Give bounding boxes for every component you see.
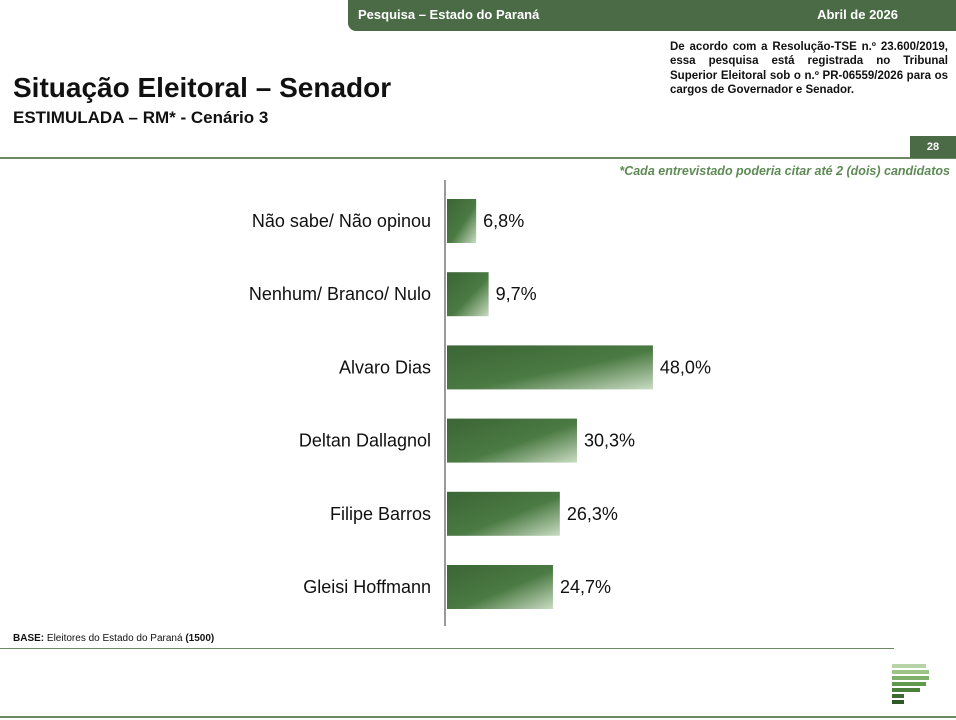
bar-4 [447, 418, 577, 463]
brand-logo [892, 664, 929, 704]
legal-registration-note: De acordo com a Resolução-TSE n.º 23.600… [670, 41, 948, 97]
bar-5 [447, 491, 560, 536]
category-label: Não sabe/ Não opinou [252, 211, 431, 231]
category-label: Gleisi Hoffmann [303, 577, 431, 597]
page-title: Situação Eleitoral – Senador [13, 72, 392, 103]
category-label: Nenhum/ Branco/ Nulo [249, 284, 431, 304]
footer-divider [0, 648, 894, 649]
base-note: BASE: Eleitores do Estado do Paraná (150… [13, 633, 214, 644]
base-sample-size: (1500) [185, 633, 215, 644]
bar-2 [447, 272, 489, 317]
category-label: Filipe Barros [330, 504, 431, 524]
value-label: 24,7% [560, 577, 611, 597]
bar-1 [447, 199, 477, 243]
value-label: 9,7% [496, 284, 537, 304]
bottom-divider [0, 716, 956, 718]
bar-6 [447, 565, 553, 609]
bar-3 [447, 345, 653, 390]
value-label: 30,3% [584, 431, 635, 451]
page-number-badge: 28 [910, 136, 956, 158]
survey-name: Pesquisa – Estado do Paraná [358, 7, 540, 22]
value-label: 26,3% [567, 504, 618, 524]
survey-date: Abril de 2026 [817, 7, 898, 22]
value-label: 6,8% [483, 211, 524, 231]
page-subtitle: ESTIMULADA – RM* - Cenário 3 [13, 108, 269, 127]
base-label: BASE: [13, 633, 45, 644]
header-banner: Pesquisa – Estado do Paraná Abril de 202… [348, 0, 956, 31]
chart-footnote: *Cada entrevistado poderia citar até 2 (… [619, 164, 950, 178]
header-divider [0, 157, 956, 159]
category-label: Alvaro Dias [339, 357, 431, 377]
base-text: Eleitores do Estado do Paraná [46, 633, 183, 644]
category-label: Deltan Dallagnol [299, 431, 431, 451]
value-label: 48,0% [660, 357, 711, 377]
